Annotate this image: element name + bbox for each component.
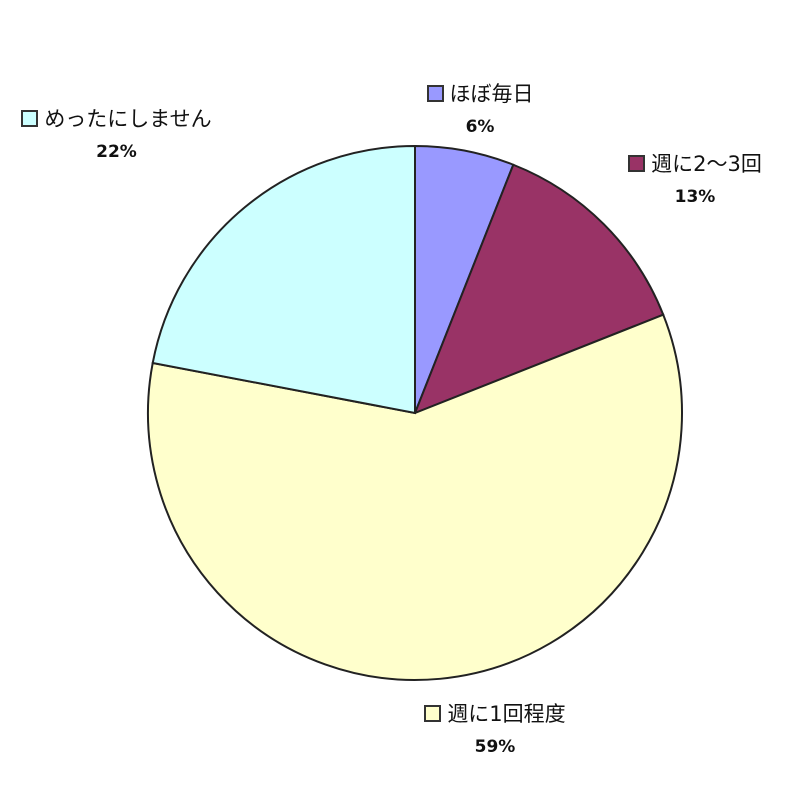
legend-key-1 [628, 155, 646, 172]
pie-slice-1 [413, 163, 665, 415]
slice-percent: 13% [674, 187, 716, 207]
slice-label: 週に1回程度 [447, 702, 566, 726]
pie-slice-2 [147, 313, 683, 681]
data-label-1: 週に2～3回 13% [600, 148, 790, 214]
slice-percent: 59% [474, 737, 516, 757]
legend-key-3 [21, 110, 39, 127]
legend-key-2 [424, 705, 442, 722]
pie-slice-3 [151, 144, 416, 415]
slice-label: めったにしません [44, 107, 212, 131]
data-label-2: 週に1回程度 59% [390, 698, 600, 764]
legend-key-0 [426, 85, 444, 102]
slice-label: ほぼ毎日 [449, 82, 534, 106]
slice-percent: 6% [465, 117, 495, 137]
slice-label: 週に2～3回 [651, 152, 762, 176]
data-label-0: ほぼ毎日 6% [405, 78, 555, 144]
slice-percent: 22% [96, 142, 137, 162]
data-label-3: めったにしません 22% [14, 103, 219, 169]
